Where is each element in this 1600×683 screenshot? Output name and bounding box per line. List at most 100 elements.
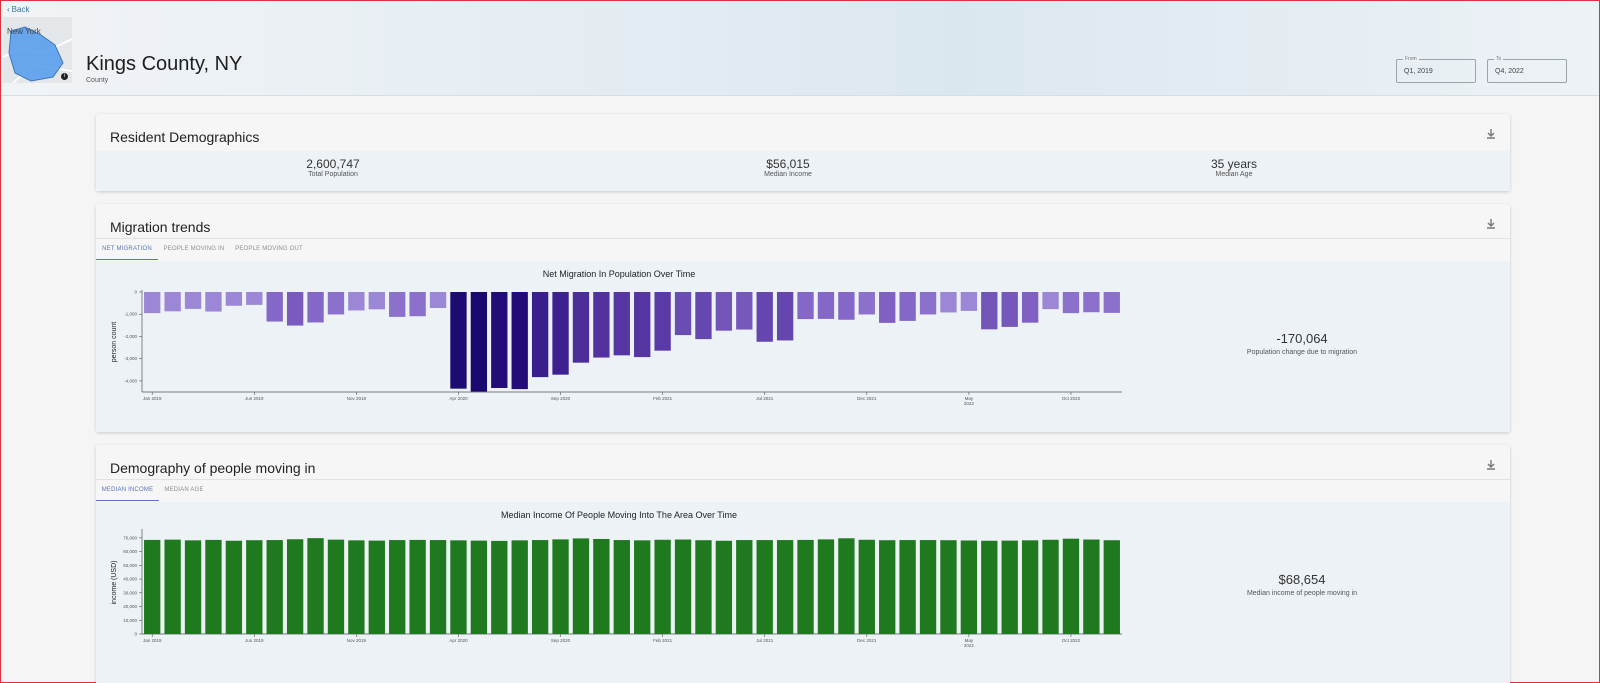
to-date-field[interactable]: To Q4, 2022: [1487, 56, 1567, 83]
x-tick-label: 2022: [964, 643, 975, 648]
stat-median-age: 35 years Median Age: [1134, 157, 1334, 178]
bar: [368, 292, 385, 310]
bar: [940, 540, 957, 634]
download-icon[interactable]: [1486, 218, 1496, 230]
county-map-thumbnail[interactable]: New York i: [3, 17, 72, 83]
download-icon[interactable]: [1486, 128, 1496, 140]
bar: [1083, 292, 1100, 313]
bar: [838, 292, 855, 320]
card-title: Resident Demographics: [110, 129, 260, 145]
from-date-field[interactable]: From Q1, 2019: [1396, 56, 1476, 83]
bar: [307, 292, 324, 323]
stat-value: 2,600,747: [306, 157, 360, 171]
stat-total-population: 2,600,747 Total Population: [233, 157, 433, 178]
x-tick-label: Jan 2019: [143, 638, 162, 643]
tab-people-moving-out[interactable]: PEOPLE MOVING OUT: [235, 246, 303, 252]
migration-summary: -170,064 Population change due to migrat…: [1182, 331, 1422, 356]
bar: [389, 540, 406, 634]
bar: [225, 540, 243, 634]
bar: [1083, 539, 1100, 634]
page-title: Kings County, NY: [86, 53, 243, 75]
bar: [184, 540, 202, 634]
x-tick-label: Sep 2020: [551, 638, 571, 643]
net-migration-chart: Net Migration In Population Over Time per…: [111, 269, 1122, 406]
y-tick-label: 60,000: [123, 549, 137, 554]
bar: [409, 539, 426, 634]
map-label: New York: [7, 27, 41, 36]
x-tick-label: Jun 2019: [245, 638, 264, 643]
bar: [756, 540, 773, 634]
x-tick-label: Jun 2019: [245, 396, 264, 401]
card-title: Migration trends: [110, 219, 211, 235]
x-tick-label: Sep 2020: [551, 396, 571, 401]
y-tick-label: -1,000: [124, 312, 137, 317]
download-icon[interactable]: [1486, 459, 1496, 471]
map-image: [3, 17, 72, 83]
x-tick-label: 2022: [964, 401, 975, 406]
bar: [817, 292, 835, 319]
bar: [981, 540, 998, 634]
bar: [225, 292, 243, 306]
x-tick-label: Oct 2022: [1062, 638, 1081, 643]
bar: [838, 538, 855, 634]
bar: [491, 292, 508, 388]
stat-value: 35 years: [1210, 157, 1258, 171]
bar: [164, 292, 181, 312]
bar: [246, 540, 263, 634]
bar: [348, 292, 365, 311]
tab-net-migration[interactable]: NET MIGRATION: [96, 238, 158, 260]
y-tick-label: 0: [134, 290, 137, 295]
bar: [776, 292, 794, 341]
tab-people-moving-in[interactable]: PEOPLE MOVING IN: [163, 246, 225, 252]
bar: [613, 292, 630, 356]
bar: [981, 292, 998, 330]
bar: [715, 540, 733, 634]
bar: [511, 292, 528, 390]
x-tick-label: Dec 2021: [857, 638, 877, 643]
bar: [327, 539, 345, 634]
bar: [1103, 292, 1120, 313]
income-summary: $68,654 Median income of people moving i…: [1182, 572, 1422, 597]
chevron-left-icon: ‹: [7, 5, 10, 14]
x-tick-label: May: [965, 396, 974, 401]
bar: [715, 292, 733, 331]
bar: [470, 292, 488, 392]
x-tick-label: Nov 2019: [347, 396, 367, 401]
x-tick-label: Nov 2019: [347, 638, 367, 643]
x-tick-label: Jul 2021: [756, 638, 774, 643]
bar: [184, 292, 202, 309]
bar: [919, 292, 937, 315]
resident-demographics-card: Resident Demographics 2,600,747 Total Po…: [96, 114, 1510, 191]
bar: [674, 539, 692, 634]
tab-median-income[interactable]: MEDIAN INCOME: [96, 479, 159, 501]
bar: [797, 292, 814, 320]
info-icon[interactable]: i: [61, 73, 68, 80]
stat-label: Median Income: [764, 171, 812, 178]
bar: [736, 540, 753, 634]
to-date-label: To: [1494, 56, 1504, 62]
summary-value: $68,654: [1278, 572, 1326, 587]
bar: [879, 540, 896, 634]
bar: [266, 292, 283, 322]
income-chart-area: Median Income Of People Moving Into The …: [96, 502, 1510, 683]
divider: [96, 238, 1510, 239]
bar: [695, 540, 712, 634]
bar: [695, 292, 712, 340]
y-tick-label: 10,000: [123, 618, 137, 623]
tab-median-age[interactable]: MEDIAN AGE: [164, 487, 204, 493]
stat-label: Median Age: [1215, 171, 1253, 178]
from-date-label: From: [1403, 56, 1419, 62]
bar: [919, 540, 937, 634]
migration-tabs: NET MIGRATION PEOPLE MOVING IN PEOPLE MO…: [96, 238, 1510, 260]
bar: [613, 540, 630, 634]
bar: [797, 539, 814, 634]
page-subtitle: County: [86, 77, 109, 84]
x-tick-label: Feb 2021: [653, 396, 673, 401]
bar: [940, 292, 957, 313]
x-tick-label: Oct 2022: [1062, 396, 1081, 401]
back-link[interactable]: ‹ Back: [7, 5, 29, 14]
bar: [1062, 538, 1080, 634]
bar: [756, 292, 773, 342]
bar: [674, 292, 692, 336]
bar: [1021, 292, 1039, 323]
